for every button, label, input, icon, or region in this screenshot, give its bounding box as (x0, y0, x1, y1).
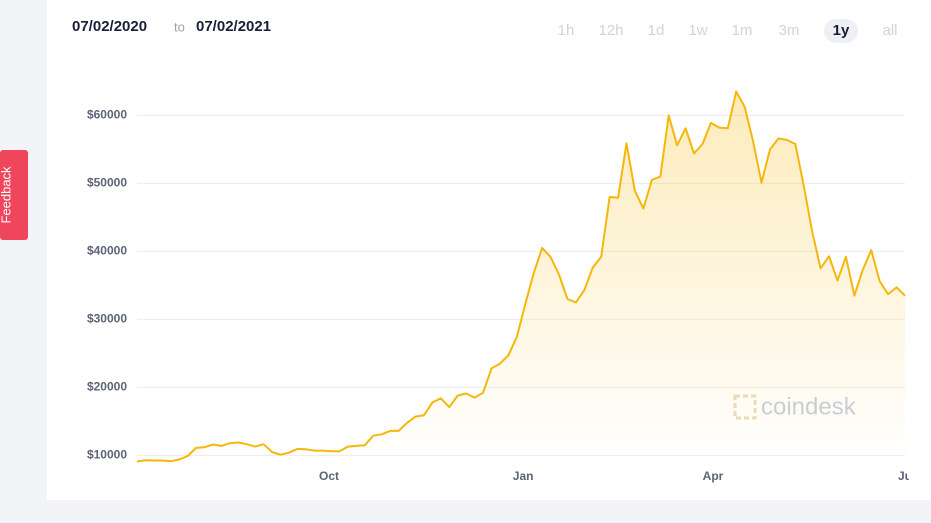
x-tick-label: Oct (319, 469, 339, 483)
x-tick-label: Apr (703, 469, 724, 483)
y-tick-label: $40000 (87, 244, 127, 258)
date-to: 07/02/2021 (196, 18, 271, 35)
range-button[interactable]: 1y (833, 22, 850, 39)
range-button-bg[interactable] (824, 19, 858, 43)
range-button[interactable]: 1w (688, 22, 707, 39)
price-line (136, 90, 906, 463)
feedback-label[interactable]: Feedback (0, 166, 13, 224)
watermark: coindesk (733, 393, 857, 420)
y-tick-label: $60000 (87, 108, 127, 122)
range-button[interactable]: 1h (558, 22, 575, 39)
feedback-tab[interactable] (0, 150, 28, 240)
y-tick-label: $50000 (87, 176, 127, 190)
range-button[interactable]: all (882, 22, 897, 39)
x-tick-label: Ju (898, 469, 912, 483)
x-tick-label: Jan (513, 469, 534, 483)
area-fill (137, 91, 905, 469)
y-tick-label: $20000 (87, 380, 127, 394)
date-to-word: to (174, 19, 185, 34)
y-tick-label: $30000 (87, 312, 127, 326)
date-from: 07/02/2020 (72, 18, 147, 35)
range-button[interactable]: 12h (598, 22, 623, 39)
y-tick-label: $10000 (87, 448, 127, 462)
range-button[interactable]: 3m (779, 22, 800, 39)
watermark-text: coindesk (761, 393, 857, 420)
range-button[interactable]: 1d (648, 22, 665, 39)
range-button[interactable]: 1m (732, 22, 753, 39)
